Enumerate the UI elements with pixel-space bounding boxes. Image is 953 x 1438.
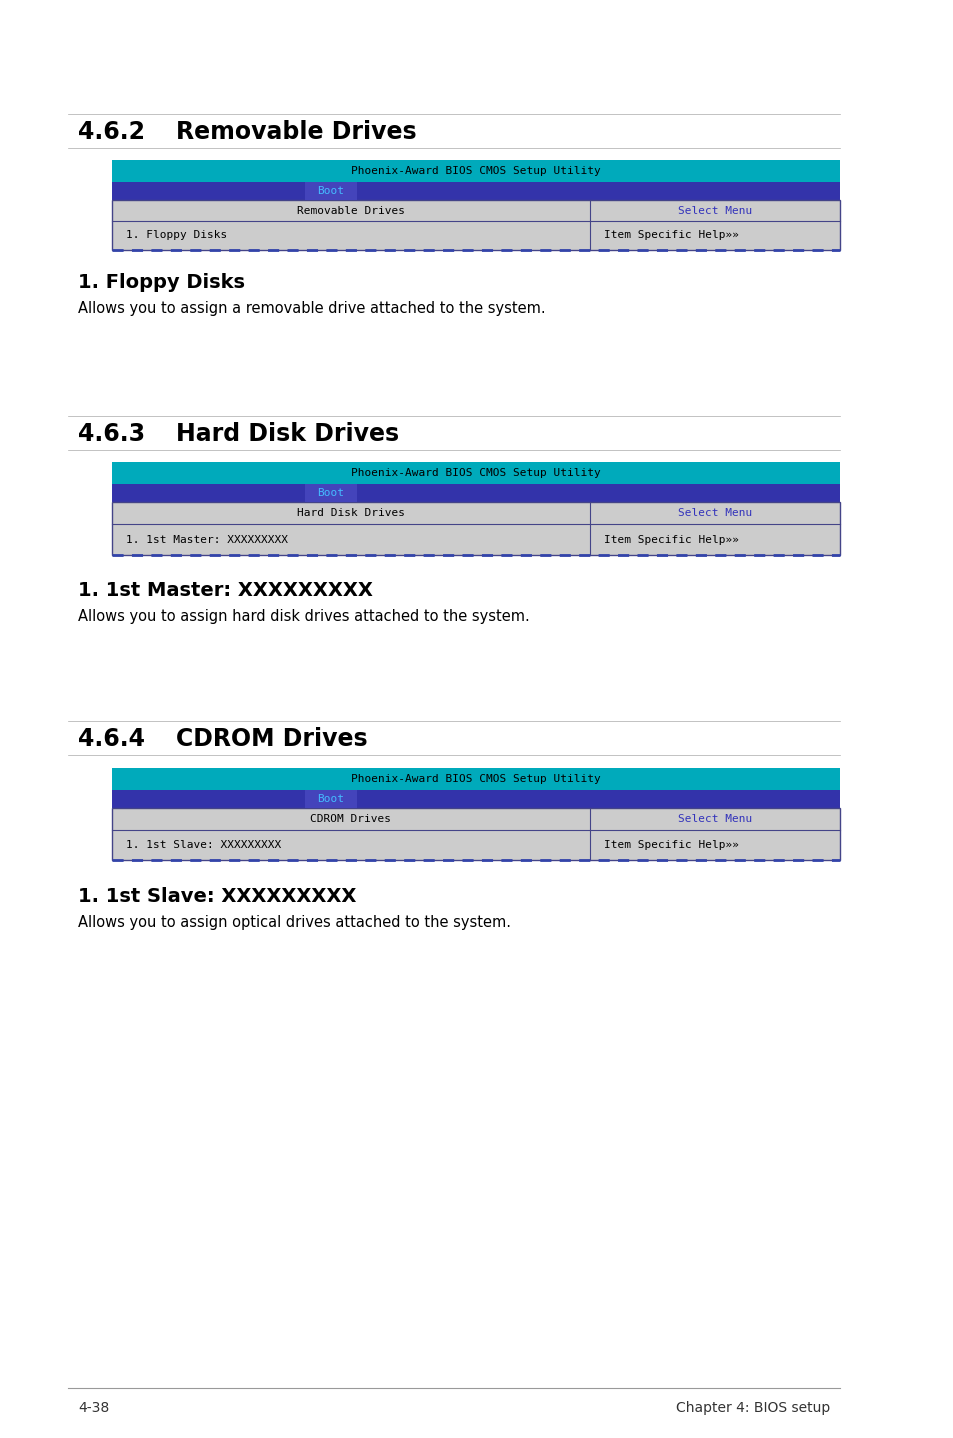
- Text: Item Specific Help»»: Item Specific Help»»: [603, 230, 739, 240]
- Text: Boot: Boot: [317, 487, 344, 498]
- Bar: [112, 808, 840, 860]
- Text: Boot: Boot: [317, 794, 344, 804]
- Text: 4-38: 4-38: [78, 1401, 110, 1415]
- Text: Phoenix-Award BIOS CMOS Setup Utility: Phoenix-Award BIOS CMOS Setup Utility: [351, 467, 600, 477]
- Text: 1. Floppy Disks: 1. Floppy Disks: [126, 230, 227, 240]
- Text: CDROM Drives: CDROM Drives: [310, 814, 391, 824]
- Text: Select Menu: Select Menu: [678, 206, 751, 216]
- Bar: [112, 485, 840, 502]
- Text: Hard Disk Drives: Hard Disk Drives: [175, 421, 398, 446]
- Bar: [305, 183, 356, 200]
- Text: 1. 1st Master: XXXXXXXXX: 1. 1st Master: XXXXXXXXX: [78, 581, 373, 600]
- Text: Select Menu: Select Menu: [678, 508, 751, 518]
- Text: 1. 1st Slave: XXXXXXXXX: 1. 1st Slave: XXXXXXXXX: [78, 886, 356, 906]
- Text: Chapter 4: BIOS setup: Chapter 4: BIOS setup: [675, 1401, 829, 1415]
- Text: Item Specific Help»»: Item Specific Help»»: [603, 535, 739, 545]
- Text: Phoenix-Award BIOS CMOS Setup Utility: Phoenix-Award BIOS CMOS Setup Utility: [351, 165, 600, 175]
- Text: Allows you to assign hard disk drives attached to the system.: Allows you to assign hard disk drives at…: [78, 608, 529, 624]
- Bar: [112, 768, 840, 789]
- Bar: [112, 183, 840, 200]
- Text: Phoenix-Award BIOS CMOS Setup Utility: Phoenix-Award BIOS CMOS Setup Utility: [351, 774, 600, 784]
- Text: Removable Drives: Removable Drives: [296, 206, 405, 216]
- Text: Removable Drives: Removable Drives: [175, 119, 416, 144]
- Bar: [305, 789, 356, 808]
- Text: 4.6.4: 4.6.4: [78, 728, 145, 751]
- Bar: [112, 200, 840, 250]
- Bar: [305, 485, 356, 502]
- Bar: [112, 160, 840, 183]
- Text: Allows you to assign a removable drive attached to the system.: Allows you to assign a removable drive a…: [78, 301, 545, 315]
- Text: 1. 1st Slave: XXXXXXXXX: 1. 1st Slave: XXXXXXXXX: [126, 840, 281, 850]
- Text: 4.6.2: 4.6.2: [78, 119, 145, 144]
- Text: Allows you to assign optical drives attached to the system.: Allows you to assign optical drives atta…: [78, 915, 511, 929]
- Text: Item Specific Help»»: Item Specific Help»»: [603, 840, 739, 850]
- Text: Boot: Boot: [317, 186, 344, 196]
- Bar: [112, 789, 840, 808]
- Text: 1. 1st Master: XXXXXXXXX: 1. 1st Master: XXXXXXXXX: [126, 535, 288, 545]
- Bar: [112, 502, 840, 555]
- Text: Hard Disk Drives: Hard Disk Drives: [296, 508, 405, 518]
- Text: 1. Floppy Disks: 1. Floppy Disks: [78, 272, 245, 292]
- Text: 4.6.3: 4.6.3: [78, 421, 145, 446]
- Text: CDROM Drives: CDROM Drives: [175, 728, 367, 751]
- Bar: [112, 462, 840, 485]
- Text: Select Menu: Select Menu: [678, 814, 751, 824]
